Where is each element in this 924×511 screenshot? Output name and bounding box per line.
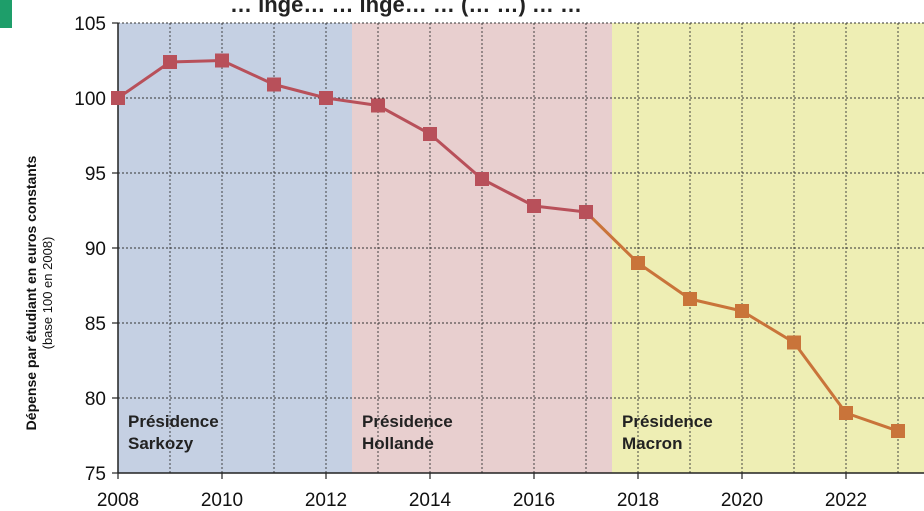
series-line-segment — [429, 132, 483, 181]
grid — [118, 22, 924, 474]
data-point-2016 — [527, 199, 541, 213]
chart-title: … ingé… … ingé… … (… …) … … — [230, 0, 582, 17]
series — [111, 53, 905, 438]
series-line-segment — [845, 411, 899, 433]
x-tick-label: 2012 — [305, 490, 347, 511]
series-line-segment — [792, 341, 848, 414]
x-tick-label: 2010 — [201, 490, 243, 511]
series-line-segment — [533, 204, 587, 214]
x-tick-label: 2016 — [513, 490, 555, 511]
y-axis-title: Dépense par étudiant en euros constants — [23, 155, 39, 430]
data-point-2008 — [111, 91, 125, 105]
series-line-segment — [689, 297, 743, 313]
y-tick-label: 100 — [74, 89, 106, 110]
x-tick-label: 2008 — [97, 490, 139, 511]
y-tick-label: 80 — [85, 389, 106, 410]
y-tick-label: 75 — [85, 464, 106, 485]
x-tick-label: 2020 — [721, 490, 763, 511]
y-axis-label: Dépense par étudiant en euros constants … — [23, 155, 55, 430]
y-axis-subtitle: (base 100 en 2008) — [40, 237, 55, 350]
data-point-2011 — [267, 77, 281, 92]
series-line-segment — [741, 309, 795, 344]
y-tick-label: 85 — [85, 314, 106, 335]
series-line-segment — [637, 261, 691, 301]
series-line-segment — [377, 104, 431, 136]
x-tick-label: 2022 — [825, 490, 867, 511]
data-point-2015 — [475, 172, 489, 186]
series-line-segment — [325, 96, 379, 107]
data-point-2009 — [163, 55, 177, 69]
y-tick-label: 95 — [85, 164, 106, 185]
series-line-segment — [221, 59, 275, 86]
data-point-2020 — [735, 304, 749, 318]
data-point-2010 — [215, 53, 229, 68]
data-point-2018 — [631, 256, 645, 270]
data-point-2017 — [579, 205, 593, 219]
series-line-segment — [273, 83, 327, 100]
data-point-2021 — [787, 335, 801, 350]
data-point-2012 — [319, 91, 333, 105]
x-tick-label: 2018 — [617, 490, 659, 511]
series-line-segment — [481, 177, 535, 208]
y-tick-label: 90 — [85, 239, 106, 260]
data-point-2013 — [371, 98, 385, 113]
data-point-2019 — [683, 292, 697, 306]
series-line-segment — [584, 210, 640, 265]
series-line-segment — [169, 59, 223, 64]
region-label-sarkozy: Présidence Sarkozy — [128, 412, 219, 453]
data-point-2022 — [839, 406, 853, 420]
x-tick-label: 2014 — [409, 490, 452, 511]
corner-badge — [0, 0, 12, 28]
axes: 75 80 85 90 95 100 105 2008 2010 2012 2014 2016 2018… — [74, 14, 924, 511]
series-line-segment — [117, 60, 171, 100]
y-tick-label: 105 — [74, 14, 106, 35]
data-point-2023 — [891, 424, 905, 438]
data-point-2014 — [423, 127, 437, 141]
